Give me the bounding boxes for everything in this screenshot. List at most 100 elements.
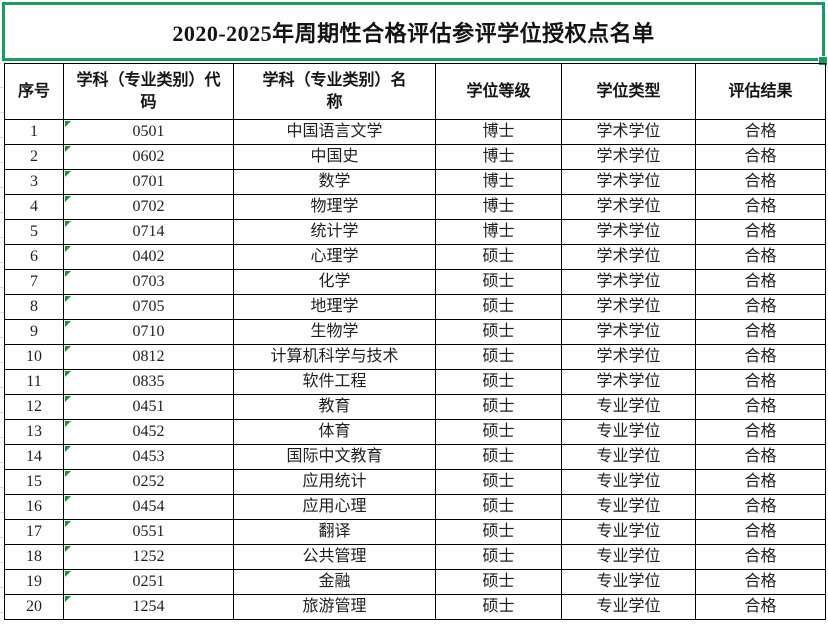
header-type[interactable]: 学位类型 xyxy=(561,63,696,120)
result-cell[interactable]: 合格 xyxy=(695,444,826,470)
result-cell[interactable]: 合格 xyxy=(695,219,826,245)
name-cell[interactable]: 教育 xyxy=(233,394,436,420)
level-cell[interactable]: 博士 xyxy=(435,144,562,170)
result-cell[interactable]: 合格 xyxy=(695,294,826,320)
result-cell[interactable]: 合格 xyxy=(695,419,826,445)
name-cell[interactable]: 心理学 xyxy=(233,244,436,270)
index-cell[interactable]: 19 xyxy=(4,569,64,595)
code-cell[interactable]: 0602 xyxy=(63,144,234,170)
code-cell[interactable]: 0710 xyxy=(63,319,234,345)
index-cell[interactable]: 18 xyxy=(4,544,64,570)
level-cell[interactable]: 硕士 xyxy=(435,519,562,545)
code-cell[interactable]: 0702 xyxy=(63,194,234,220)
type-cell[interactable]: 专业学位 xyxy=(561,494,696,520)
result-cell[interactable]: 合格 xyxy=(695,194,826,220)
index-cell[interactable]: 9 xyxy=(4,319,64,345)
index-cell[interactable]: 1 xyxy=(4,119,64,145)
type-cell[interactable]: 学术学位 xyxy=(561,244,696,270)
level-cell[interactable]: 博士 xyxy=(435,219,562,245)
type-cell[interactable]: 学术学位 xyxy=(561,144,696,170)
code-cell[interactable]: 0451 xyxy=(63,394,234,420)
index-cell[interactable]: 15 xyxy=(4,469,64,495)
level-cell[interactable]: 硕士 xyxy=(435,319,562,345)
type-cell[interactable]: 学术学位 xyxy=(561,369,696,395)
code-cell[interactable]: 0454 xyxy=(63,494,234,520)
code-cell[interactable]: 0453 xyxy=(63,444,234,470)
result-cell[interactable]: 合格 xyxy=(695,344,826,370)
type-cell[interactable]: 专业学位 xyxy=(561,469,696,495)
code-cell[interactable]: 0402 xyxy=(63,244,234,270)
code-cell[interactable]: 0703 xyxy=(63,269,234,295)
name-cell[interactable]: 中国语言文学 xyxy=(233,119,436,145)
index-cell[interactable]: 2 xyxy=(4,144,64,170)
level-cell[interactable]: 硕士 xyxy=(435,394,562,420)
index-cell[interactable]: 3 xyxy=(4,169,64,195)
result-cell[interactable]: 合格 xyxy=(695,369,826,395)
index-cell[interactable]: 16 xyxy=(4,494,64,520)
name-cell[interactable]: 应用统计 xyxy=(233,469,436,495)
header-level[interactable]: 学位等级 xyxy=(435,63,562,120)
name-cell[interactable]: 金融 xyxy=(233,569,436,595)
name-cell[interactable]: 化学 xyxy=(233,269,436,295)
level-cell[interactable]: 硕士 xyxy=(435,294,562,320)
name-cell[interactable]: 统计学 xyxy=(233,219,436,245)
level-cell[interactable]: 硕士 xyxy=(435,494,562,520)
index-cell[interactable]: 11 xyxy=(4,369,64,395)
type-cell[interactable]: 学术学位 xyxy=(561,294,696,320)
type-cell[interactable]: 学术学位 xyxy=(561,194,696,220)
name-cell[interactable]: 公共管理 xyxy=(233,544,436,570)
name-cell[interactable]: 软件工程 xyxy=(233,369,436,395)
result-cell[interactable]: 合格 xyxy=(695,119,826,145)
type-cell[interactable]: 专业学位 xyxy=(561,394,696,420)
selected-title-cell[interactable]: 2020-2025年周期性合格评估参评学位授权点名单 xyxy=(2,2,825,61)
level-cell[interactable]: 硕士 xyxy=(435,594,562,620)
level-cell[interactable]: 硕士 xyxy=(435,444,562,470)
result-cell[interactable]: 合格 xyxy=(695,469,826,495)
result-cell[interactable]: 合格 xyxy=(695,244,826,270)
result-cell[interactable]: 合格 xyxy=(695,169,826,195)
type-cell[interactable]: 学术学位 xyxy=(561,219,696,245)
level-cell[interactable]: 硕士 xyxy=(435,544,562,570)
result-cell[interactable]: 合格 xyxy=(695,319,826,345)
code-cell[interactable]: 0251 xyxy=(63,569,234,595)
code-cell[interactable]: 0551 xyxy=(63,519,234,545)
header-name[interactable]: 学科（专业类别）名 称 xyxy=(233,63,436,120)
name-cell[interactable]: 翻译 xyxy=(233,519,436,545)
index-cell[interactable]: 7 xyxy=(4,269,64,295)
index-cell[interactable]: 6 xyxy=(4,244,64,270)
name-cell[interactable]: 计算机科学与技术 xyxy=(233,344,436,370)
result-cell[interactable]: 合格 xyxy=(695,144,826,170)
level-cell[interactable]: 硕士 xyxy=(435,269,562,295)
index-cell[interactable]: 4 xyxy=(4,194,64,220)
name-cell[interactable]: 中国史 xyxy=(233,144,436,170)
name-cell[interactable]: 旅游管理 xyxy=(233,594,436,620)
code-cell[interactable]: 0812 xyxy=(63,344,234,370)
code-cell[interactable]: 0452 xyxy=(63,419,234,445)
level-cell[interactable]: 硕士 xyxy=(435,244,562,270)
level-cell[interactable]: 博士 xyxy=(435,194,562,220)
type-cell[interactable]: 专业学位 xyxy=(561,569,696,595)
code-cell[interactable]: 0701 xyxy=(63,169,234,195)
level-cell[interactable]: 博士 xyxy=(435,169,562,195)
code-cell[interactable]: 1254 xyxy=(63,594,234,620)
fill-handle-icon[interactable] xyxy=(819,57,827,65)
index-cell[interactable]: 10 xyxy=(4,344,64,370)
name-cell[interactable]: 国际中文教育 xyxy=(233,444,436,470)
level-cell[interactable]: 硕士 xyxy=(435,569,562,595)
name-cell[interactable]: 生物学 xyxy=(233,319,436,345)
code-cell[interactable]: 0705 xyxy=(63,294,234,320)
level-cell[interactable]: 硕士 xyxy=(435,469,562,495)
code-cell[interactable]: 0252 xyxy=(63,469,234,495)
code-cell[interactable]: 1252 xyxy=(63,544,234,570)
level-cell[interactable]: 硕士 xyxy=(435,344,562,370)
type-cell[interactable]: 学术学位 xyxy=(561,169,696,195)
level-cell[interactable]: 硕士 xyxy=(435,419,562,445)
name-cell[interactable]: 地理学 xyxy=(233,294,436,320)
type-cell[interactable]: 专业学位 xyxy=(561,519,696,545)
name-cell[interactable]: 体育 xyxy=(233,419,436,445)
code-cell[interactable]: 0714 xyxy=(63,219,234,245)
result-cell[interactable]: 合格 xyxy=(695,594,826,620)
index-cell[interactable]: 20 xyxy=(4,594,64,620)
name-cell[interactable]: 数学 xyxy=(233,169,436,195)
type-cell[interactable]: 学术学位 xyxy=(561,319,696,345)
